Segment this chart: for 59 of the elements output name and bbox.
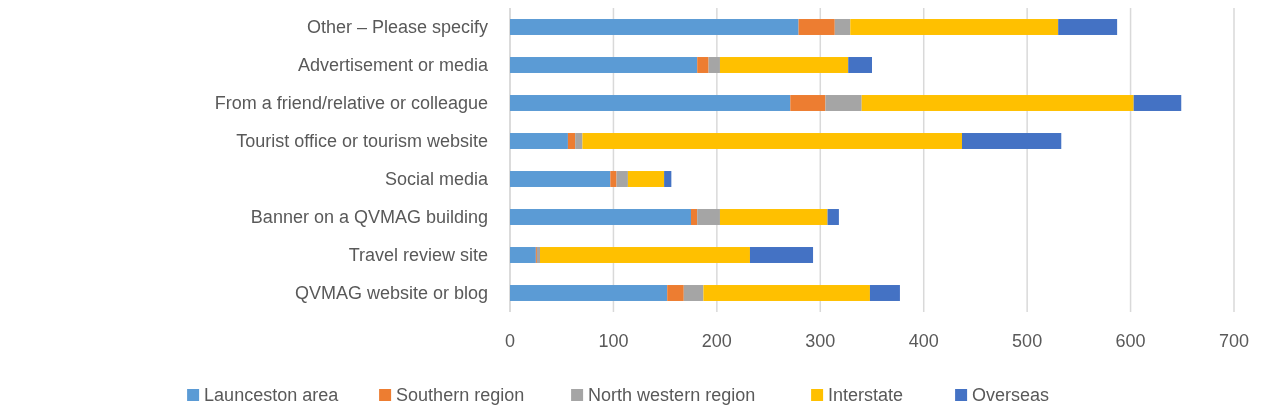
bar bbox=[510, 171, 611, 187]
bar bbox=[697, 57, 709, 73]
bar bbox=[719, 209, 828, 225]
y-tick-label: Tourist office or tourism website bbox=[236, 131, 488, 151]
x-tick-label: 700 bbox=[1218, 331, 1250, 351]
bar bbox=[697, 209, 720, 225]
bar bbox=[708, 57, 720, 73]
bar bbox=[827, 209, 839, 225]
bar bbox=[790, 95, 826, 111]
y-tick-label: Other – Please specify bbox=[306, 17, 488, 37]
bar bbox=[510, 285, 668, 301]
bar bbox=[575, 133, 583, 149]
bar bbox=[582, 133, 962, 149]
y-tick-label: From a friend/relative or colleague bbox=[214, 93, 488, 113]
legend-label: Southern region bbox=[396, 385, 525, 405]
bar bbox=[848, 57, 872, 73]
bar bbox=[683, 285, 704, 301]
bar bbox=[627, 171, 665, 187]
y-tick-label: Travel review site bbox=[348, 245, 488, 265]
bar bbox=[510, 95, 791, 111]
bar bbox=[798, 19, 835, 35]
bar bbox=[703, 285, 870, 301]
legend-label: North western region bbox=[588, 385, 756, 405]
bar bbox=[1133, 95, 1182, 111]
bar bbox=[510, 19, 799, 35]
bar bbox=[719, 57, 849, 73]
x-tick-label: 500 bbox=[1012, 331, 1043, 351]
legend-label: Launceston area bbox=[204, 385, 340, 405]
bar bbox=[664, 171, 672, 187]
x-tick-label: 100 bbox=[598, 331, 629, 351]
y-tick-label: QVMAG website or blog bbox=[294, 283, 488, 303]
bar bbox=[825, 95, 862, 111]
y-tick-label: Banner on a QVMAG building bbox=[250, 207, 488, 227]
bar bbox=[869, 285, 900, 301]
x-tick-label: 0 bbox=[504, 331, 516, 351]
bar bbox=[961, 133, 1062, 149]
x-tick-label: 200 bbox=[701, 331, 732, 351]
bar bbox=[749, 247, 814, 263]
legend-label: Overseas bbox=[972, 385, 1050, 405]
bar bbox=[850, 19, 1059, 35]
bar bbox=[610, 171, 617, 187]
y-tick-label: Social media bbox=[384, 169, 489, 189]
x-tick-label: 600 bbox=[1115, 331, 1146, 351]
bar bbox=[691, 209, 698, 225]
bar bbox=[510, 133, 568, 149]
bar bbox=[539, 247, 750, 263]
bar bbox=[510, 247, 536, 263]
bar bbox=[667, 285, 684, 301]
legend-label: Interstate bbox=[828, 385, 904, 405]
bar bbox=[567, 133, 576, 149]
bar bbox=[834, 19, 851, 35]
bar bbox=[861, 95, 1134, 111]
bar bbox=[616, 171, 628, 187]
bar bbox=[1058, 19, 1118, 35]
x-tick-label: 400 bbox=[908, 331, 939, 351]
y-tick-label: Advertisement or media bbox=[297, 55, 489, 75]
bar bbox=[510, 209, 691, 225]
x-tick-label: 300 bbox=[805, 331, 836, 351]
bar bbox=[510, 57, 698, 73]
